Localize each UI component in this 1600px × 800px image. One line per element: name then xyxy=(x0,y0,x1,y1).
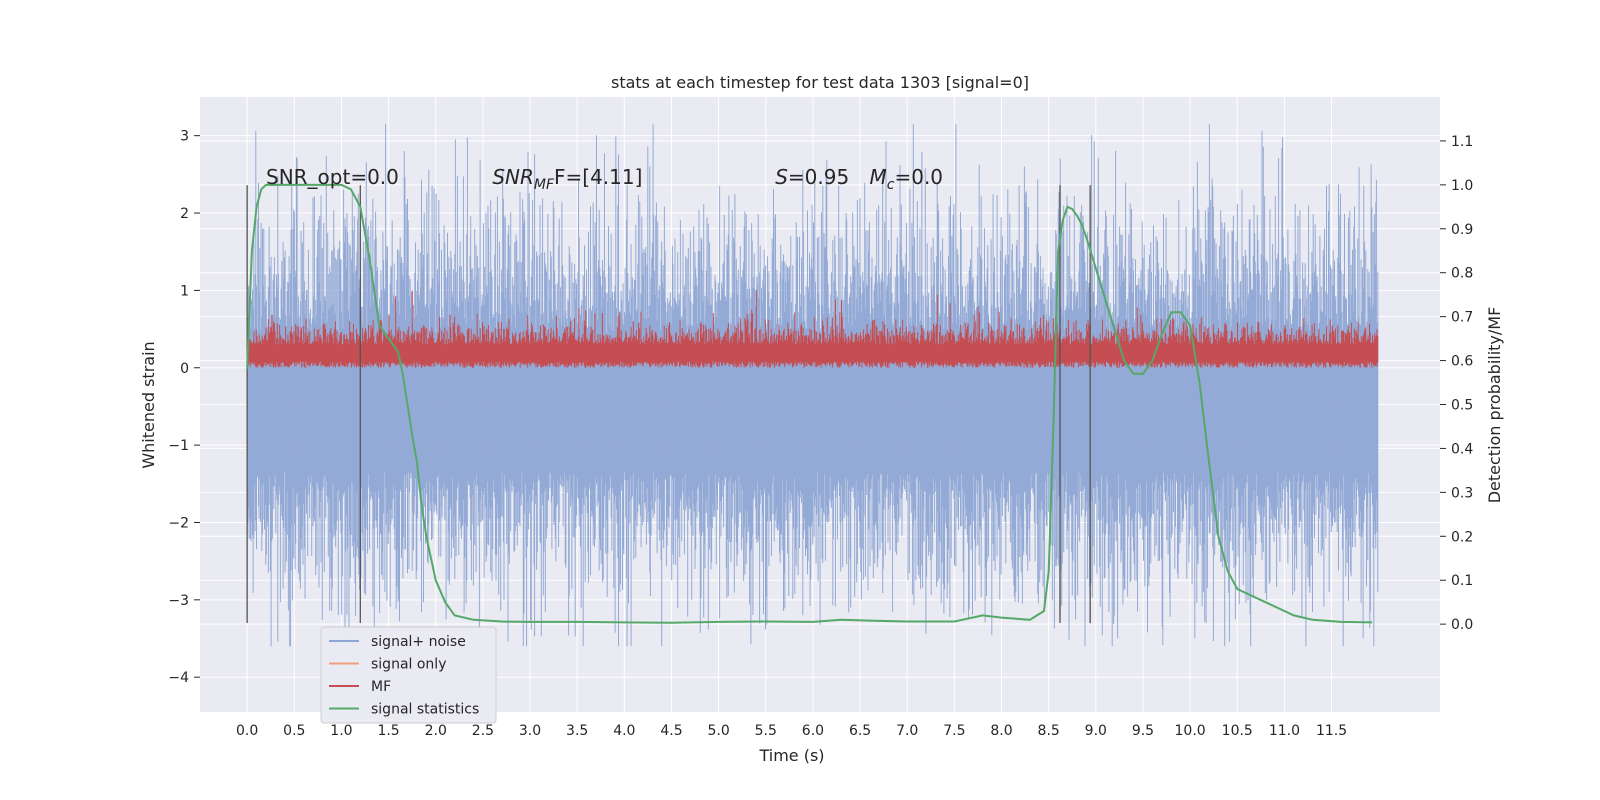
x-tick-label: 10.5 xyxy=(1222,723,1253,739)
y-left-tick-label: 0 xyxy=(180,361,189,377)
annotation-2: SNRMFF=[4.11] xyxy=(492,165,642,193)
y-right-tick-label: 1.1 xyxy=(1451,134,1473,150)
y-right-tick-label: 0.0 xyxy=(1451,617,1473,633)
y-right-tick-label: 0.6 xyxy=(1451,354,1473,370)
legend-label: signal only xyxy=(371,657,446,673)
x-tick-label: 0.0 xyxy=(236,723,258,739)
x-tick-label: 3.5 xyxy=(566,723,588,739)
annotation-4: Mc=0.0 xyxy=(870,165,944,193)
x-tick-label: 2.0 xyxy=(425,723,447,739)
annotation-1: SNR_opt=0.0 xyxy=(266,165,399,189)
legend-label: MF xyxy=(371,679,391,695)
y-right-tick-label: 0.9 xyxy=(1451,222,1473,238)
y-right-tick-label: 0.8 xyxy=(1451,266,1473,282)
vertical-markers xyxy=(246,185,1091,624)
series-signal-statistics xyxy=(246,183,1373,624)
y-right-tick-label: 0.1 xyxy=(1451,573,1473,589)
y-left-tick-label: −3 xyxy=(168,593,189,609)
y-left-tick-label: −2 xyxy=(168,515,189,531)
y-left-tick-label: 3 xyxy=(180,129,189,145)
x-tick-label: 2.5 xyxy=(472,723,494,739)
y-right-tick-label: 0.7 xyxy=(1451,310,1473,326)
x-tick-label: 3.0 xyxy=(519,723,541,739)
legend-label: signal+ noise xyxy=(371,634,466,650)
x-tick-label: 9.5 xyxy=(1132,723,1154,739)
y-right-tick-label: 0.5 xyxy=(1451,398,1473,414)
y-left-tick-label: 2 xyxy=(180,206,189,222)
x-tick-label: 7.5 xyxy=(943,723,965,739)
y-right-tick-label: 1.0 xyxy=(1451,178,1473,194)
signal-statistics-line xyxy=(246,183,1373,624)
x-tick-label: 6.0 xyxy=(802,723,824,739)
x-tick-label: 8.5 xyxy=(1038,723,1060,739)
x-tick-label: 11.5 xyxy=(1316,723,1347,739)
x-axis-ticks: 0.0 0.5 1.0 1.5 2.0 2.5 3.0 3.5 4.0 4.5 5.0 5.5 6.0 6… xyxy=(236,723,1347,739)
x-tick-label: 7.0 xyxy=(896,723,918,739)
x-tick-label: 0.5 xyxy=(283,723,305,739)
y-left-axis-label: Whitened strain xyxy=(139,341,158,468)
x-tick-label: 11.0 xyxy=(1269,723,1300,739)
x-tick-label: 10.0 xyxy=(1175,723,1206,739)
legend: signal+ noise signal only MF signal statist… xyxy=(320,626,497,724)
chart-title: stats at each timestep for test data 130… xyxy=(611,73,1029,92)
x-tick-label: 5.0 xyxy=(707,723,729,739)
annotation-3: S=0.95 xyxy=(775,165,849,189)
y-right-tick-label: 0.2 xyxy=(1451,529,1473,545)
x-tick-label: 8.0 xyxy=(990,723,1012,739)
x-tick-label: 4.5 xyxy=(660,723,682,739)
legend-label: signal statistics xyxy=(371,702,479,718)
x-tick-label: 9.0 xyxy=(1085,723,1107,739)
y-right-axis-label: Detection probability/MF xyxy=(1485,307,1504,504)
y-left-tick-label: 1 xyxy=(180,283,189,299)
x-axis-label: Time (s) xyxy=(758,746,824,765)
y-right-tick-label: 0.3 xyxy=(1451,485,1473,501)
y-right-tick-label: 0.4 xyxy=(1451,441,1473,457)
x-tick-label: 6.5 xyxy=(849,723,871,739)
annotations: SNR_opt=0.0 SNRMFF=[4.11] S=0.95 Mc=0.0 xyxy=(266,165,943,193)
legend-box xyxy=(320,626,497,724)
y-left-axis-ticks: 3 2 1 0 −1 −2 −3 −4 xyxy=(168,129,200,686)
y-left-tick-label: −4 xyxy=(168,670,189,686)
x-tick-label: 5.5 xyxy=(755,723,777,739)
x-tick-label: 4.0 xyxy=(613,723,635,739)
x-tick-label: 1.5 xyxy=(377,723,399,739)
y-right-axis-ticks: 1.1 1.0 0.9 0.8 0.7 0.6 0.5 0.4 0.3 0.2 0.1 0.0 xyxy=(1440,134,1473,633)
y-left-tick-label: −1 xyxy=(168,438,189,454)
x-tick-label: 1.0 xyxy=(330,723,352,739)
